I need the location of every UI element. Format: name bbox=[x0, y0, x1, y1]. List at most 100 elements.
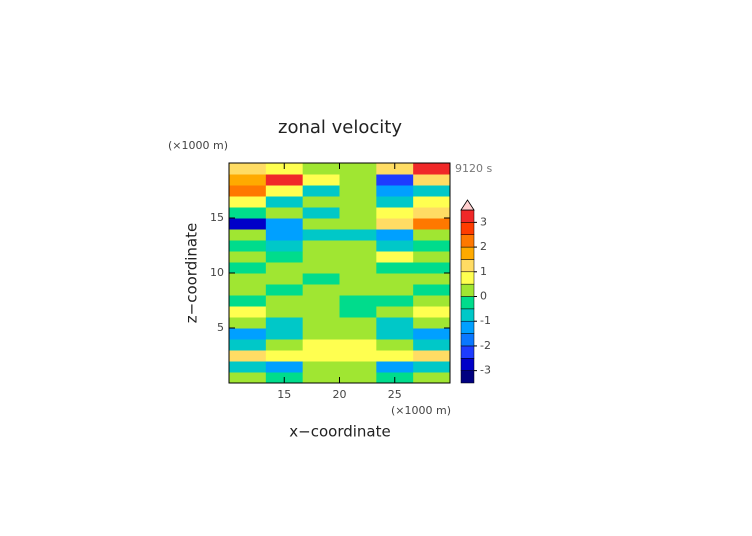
field-cell bbox=[413, 207, 451, 219]
field-cell bbox=[302, 185, 340, 197]
field-cell bbox=[265, 284, 304, 296]
field-cell bbox=[339, 295, 377, 307]
y-tick-label: 10 bbox=[210, 266, 224, 279]
field-cell bbox=[229, 306, 267, 318]
field-cell bbox=[413, 295, 451, 307]
field-cell bbox=[376, 174, 414, 186]
field-cell bbox=[413, 240, 451, 252]
field-cell bbox=[302, 262, 340, 274]
colorbar-band bbox=[460, 333, 475, 347]
field-cell bbox=[339, 251, 377, 263]
field-cell bbox=[339, 284, 377, 296]
field-cell bbox=[302, 328, 340, 340]
field-cell bbox=[339, 361, 377, 373]
field-cell bbox=[229, 218, 267, 230]
field-cell bbox=[229, 295, 267, 307]
field-cell bbox=[413, 196, 451, 208]
colorbar-band bbox=[460, 358, 475, 371]
field-cell bbox=[229, 339, 267, 351]
field-cell bbox=[265, 262, 304, 274]
colorbar-band bbox=[460, 320, 475, 334]
field-cell bbox=[265, 361, 304, 373]
field-cell bbox=[229, 317, 267, 329]
field-cell bbox=[413, 229, 451, 241]
field-cell bbox=[229, 328, 267, 340]
field-cell bbox=[339, 218, 377, 230]
colorbar-tick-label: 2 bbox=[480, 240, 487, 253]
field-cell bbox=[376, 317, 414, 329]
field-cell bbox=[339, 328, 377, 340]
field-cell bbox=[302, 306, 340, 318]
field-cell bbox=[302, 196, 340, 208]
colorbar-band bbox=[460, 246, 475, 260]
field-cell bbox=[302, 218, 340, 230]
field-cell bbox=[376, 251, 414, 263]
field-cell bbox=[302, 361, 340, 373]
field-cell bbox=[376, 295, 414, 307]
field-cell bbox=[339, 262, 377, 274]
colorbar-band bbox=[460, 370, 475, 384]
field-cell bbox=[413, 185, 451, 197]
field-cell bbox=[413, 306, 451, 318]
field-cell bbox=[413, 350, 451, 362]
field-cell bbox=[339, 273, 377, 285]
field-cell bbox=[339, 317, 377, 329]
field-cell bbox=[302, 174, 340, 186]
field-cell bbox=[339, 306, 377, 318]
field-cell bbox=[376, 339, 414, 351]
field-cell bbox=[265, 306, 304, 318]
field-cell bbox=[265, 218, 304, 230]
field-cell bbox=[376, 284, 414, 296]
y-unit: (×1000 m) bbox=[168, 139, 228, 152]
field-cell bbox=[265, 174, 304, 186]
field-cell bbox=[339, 229, 377, 241]
contour-field bbox=[229, 163, 451, 384]
field-cell bbox=[376, 273, 414, 285]
field-cell bbox=[229, 361, 267, 373]
field-cell bbox=[265, 229, 304, 241]
field-cell bbox=[339, 350, 377, 362]
field-cell bbox=[413, 218, 451, 230]
field-cell bbox=[229, 372, 267, 384]
field-cell bbox=[302, 207, 340, 219]
field-cell bbox=[229, 196, 267, 208]
field-cell bbox=[265, 196, 304, 208]
field-cell bbox=[339, 163, 377, 175]
field-cell bbox=[376, 328, 414, 340]
chart-title: zonal velocity bbox=[278, 117, 402, 138]
colorbar-band bbox=[460, 234, 475, 248]
colorbar-band bbox=[460, 259, 475, 273]
y-axis-label: z−coordinate bbox=[183, 223, 201, 323]
field-cell bbox=[229, 251, 267, 263]
time-label: 9120 s bbox=[455, 162, 492, 175]
field-cell bbox=[339, 207, 377, 219]
field-cell bbox=[229, 350, 267, 362]
x-tick-label: 15 bbox=[277, 388, 291, 401]
colorbar-band bbox=[460, 209, 475, 223]
axes: 15 20 25 5 10 15 -3 -2 -1 0 1 2 3 bbox=[210, 162, 491, 401]
colorbar-tick-label: 3 bbox=[480, 215, 487, 228]
colorbar-band bbox=[460, 296, 475, 310]
colorbar-band bbox=[460, 345, 475, 359]
colorbar-band bbox=[460, 283, 475, 297]
field-cell bbox=[229, 284, 267, 296]
x-unit: (×1000 m) bbox=[391, 404, 451, 417]
field-cell bbox=[413, 273, 451, 285]
field-cell bbox=[413, 339, 451, 351]
field-cell bbox=[265, 339, 304, 351]
field-cell bbox=[229, 262, 267, 274]
field-cell bbox=[302, 163, 340, 175]
field-cell bbox=[302, 240, 340, 252]
field-cell bbox=[413, 262, 451, 274]
x-tick-label: 25 bbox=[388, 388, 402, 401]
field-cell bbox=[339, 339, 377, 351]
field-cell bbox=[302, 273, 340, 285]
field-cell bbox=[413, 251, 451, 263]
field-cell bbox=[413, 361, 451, 373]
field-cell bbox=[376, 185, 414, 197]
field-cell bbox=[302, 317, 340, 329]
field-cell bbox=[229, 229, 267, 241]
field-cell bbox=[376, 229, 414, 241]
field-cell bbox=[376, 306, 414, 318]
colorbar-tick-label: 0 bbox=[480, 290, 487, 303]
